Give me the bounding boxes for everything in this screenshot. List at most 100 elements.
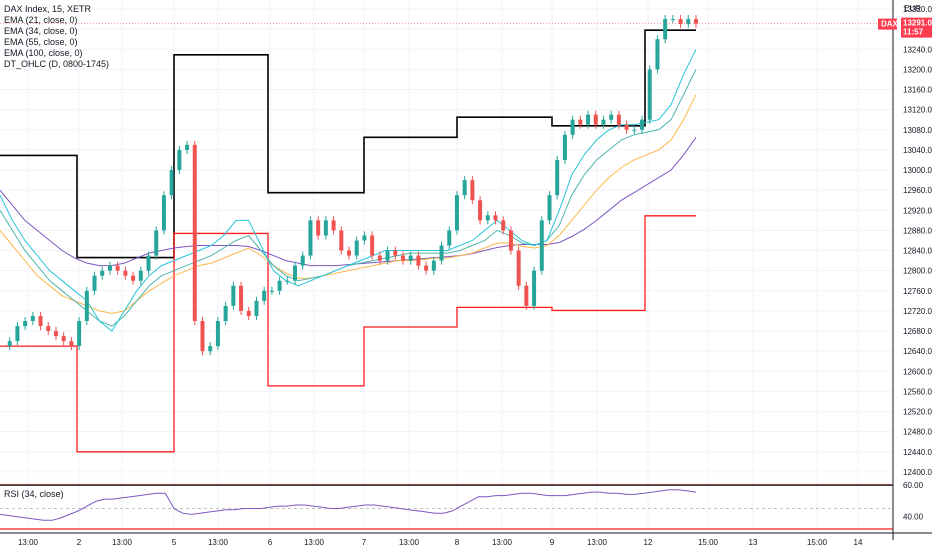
candle-body [570, 119, 575, 135]
candle-body [200, 320, 205, 352]
candle-body [686, 19, 691, 25]
price-axis[interactable]: EUR13320.0013280.0013240.0013200.0013160… [878, 0, 932, 550]
candle-body [169, 170, 174, 196]
day-high-line [0, 29, 696, 259]
candle-body [377, 255, 382, 261]
last-price-countdown: 11:57 [903, 28, 924, 37]
time-tick-label: 7 [362, 538, 367, 547]
candle-body [447, 230, 452, 246]
candle-body [185, 144, 190, 150]
candle-body [470, 180, 475, 201]
time-tick-label: 13:00 [304, 538, 325, 547]
candle-body [293, 265, 298, 281]
indicator-ema34[interactable]: EMA (34, close, 0) [4, 26, 78, 36]
candle-body [223, 305, 228, 321]
candle-body [161, 195, 166, 231]
price-tick-label: 12720.00 [903, 307, 932, 316]
candle-body [100, 270, 105, 276]
ema100-line [0, 137, 697, 267]
candle-body [69, 341, 74, 347]
candle-body [123, 270, 128, 276]
time-tick-label: 6 [268, 538, 273, 547]
price-tick-label: 12960.00 [903, 186, 932, 195]
candle-body [308, 220, 313, 256]
candle-body [84, 290, 89, 321]
price-tick-label: 12680.00 [903, 327, 932, 336]
candle-body [408, 255, 413, 261]
candle-body [393, 250, 398, 256]
candle-body [663, 19, 668, 40]
candle-body [300, 255, 305, 266]
candle-body [277, 280, 282, 291]
price-tick-label: 13240.00 [903, 45, 932, 54]
price-tick-label: 13160.00 [903, 86, 932, 95]
time-tick-label: 13:00 [208, 538, 229, 547]
time-tick-label: 13:00 [587, 538, 608, 547]
candle-body [478, 200, 483, 221]
candle-body [339, 230, 344, 251]
candle-body [670, 19, 675, 21]
price-tick-label: 13200.00 [903, 65, 932, 74]
symbol-badge-label: DAX [881, 20, 899, 29]
price-tick-label: 12520.00 [903, 408, 932, 417]
legend: DAX Index, 15, XETR EMA (21, close, 0) E… [4, 4, 109, 70]
price-tick-label: 12560.00 [903, 387, 932, 396]
indicator-dt-ohlc[interactable]: DT_OHLC (D, 0800-1745) [4, 59, 110, 69]
symbol-badge [878, 18, 897, 30]
candle-body [254, 300, 259, 316]
candle-body [601, 119, 606, 125]
candle-body [586, 114, 591, 125]
last-price-value: 13291.03 [903, 19, 932, 28]
candle-body [131, 275, 136, 281]
candle-body [77, 320, 82, 347]
indicator-ema100[interactable]: EMA (100, close, 0) [4, 48, 83, 58]
candle-body [208, 346, 213, 352]
time-axis[interactable]: 13:00 2 13:00 5 13:00 6 13:00 7 13:00 8 13:00 9 13:0… [0, 532, 932, 547]
candle-body [555, 159, 560, 196]
candle-body [154, 230, 159, 256]
candle-body [215, 320, 220, 347]
indicator-ema21[interactable]: EMA (21, close, 0) [4, 15, 78, 25]
candle-body [262, 290, 267, 301]
candle-body [269, 290, 274, 292]
price-tick-label: 12600.00 [903, 367, 932, 376]
price-tick-label: 12640.00 [903, 347, 932, 356]
candle-body [239, 285, 244, 311]
price-tick-label: 13080.00 [903, 126, 932, 135]
candle-body [115, 265, 120, 271]
candle-body [640, 119, 645, 130]
rsi-indicator-label[interactable]: RSI (34, close) [4, 489, 64, 499]
candle-body [416, 255, 421, 266]
candle-body [7, 341, 12, 347]
candle-body [316, 220, 321, 236]
candle-body [655, 39, 660, 70]
currency-label: EUR [904, 4, 921, 13]
price-tick-label: 12480.00 [903, 428, 932, 437]
candle-body [593, 114, 598, 125]
price-tick-label: 13120.00 [903, 106, 932, 115]
candle-body [424, 265, 429, 271]
candle-body [38, 315, 43, 327]
symbol-title[interactable]: DAX Index, 15, XETR [4, 4, 92, 14]
candle-body [493, 215, 498, 221]
last-price-badge [901, 17, 932, 38]
candle-body [678, 19, 683, 25]
time-tick-label: 5 [172, 538, 177, 547]
candle-body [647, 69, 652, 120]
candle-body [231, 285, 236, 306]
candle-body [354, 240, 359, 256]
candle-body [192, 144, 197, 321]
candle-body [15, 326, 20, 342]
candle-body [694, 19, 698, 24]
time-tick-label: 8 [455, 538, 460, 547]
indicator-ema55[interactable]: EMA (55, close, 0) [4, 37, 78, 47]
candle-body [30, 315, 35, 321]
candle-body [347, 250, 351, 256]
rsi-tick-label: 40.00 [903, 512, 924, 521]
candle-body [23, 320, 28, 327]
price-tick-label: 12880.00 [903, 226, 932, 235]
candles [0, 15, 893, 356]
price-tick-label: 13040.00 [903, 146, 932, 155]
ema21-line [0, 49, 697, 332]
